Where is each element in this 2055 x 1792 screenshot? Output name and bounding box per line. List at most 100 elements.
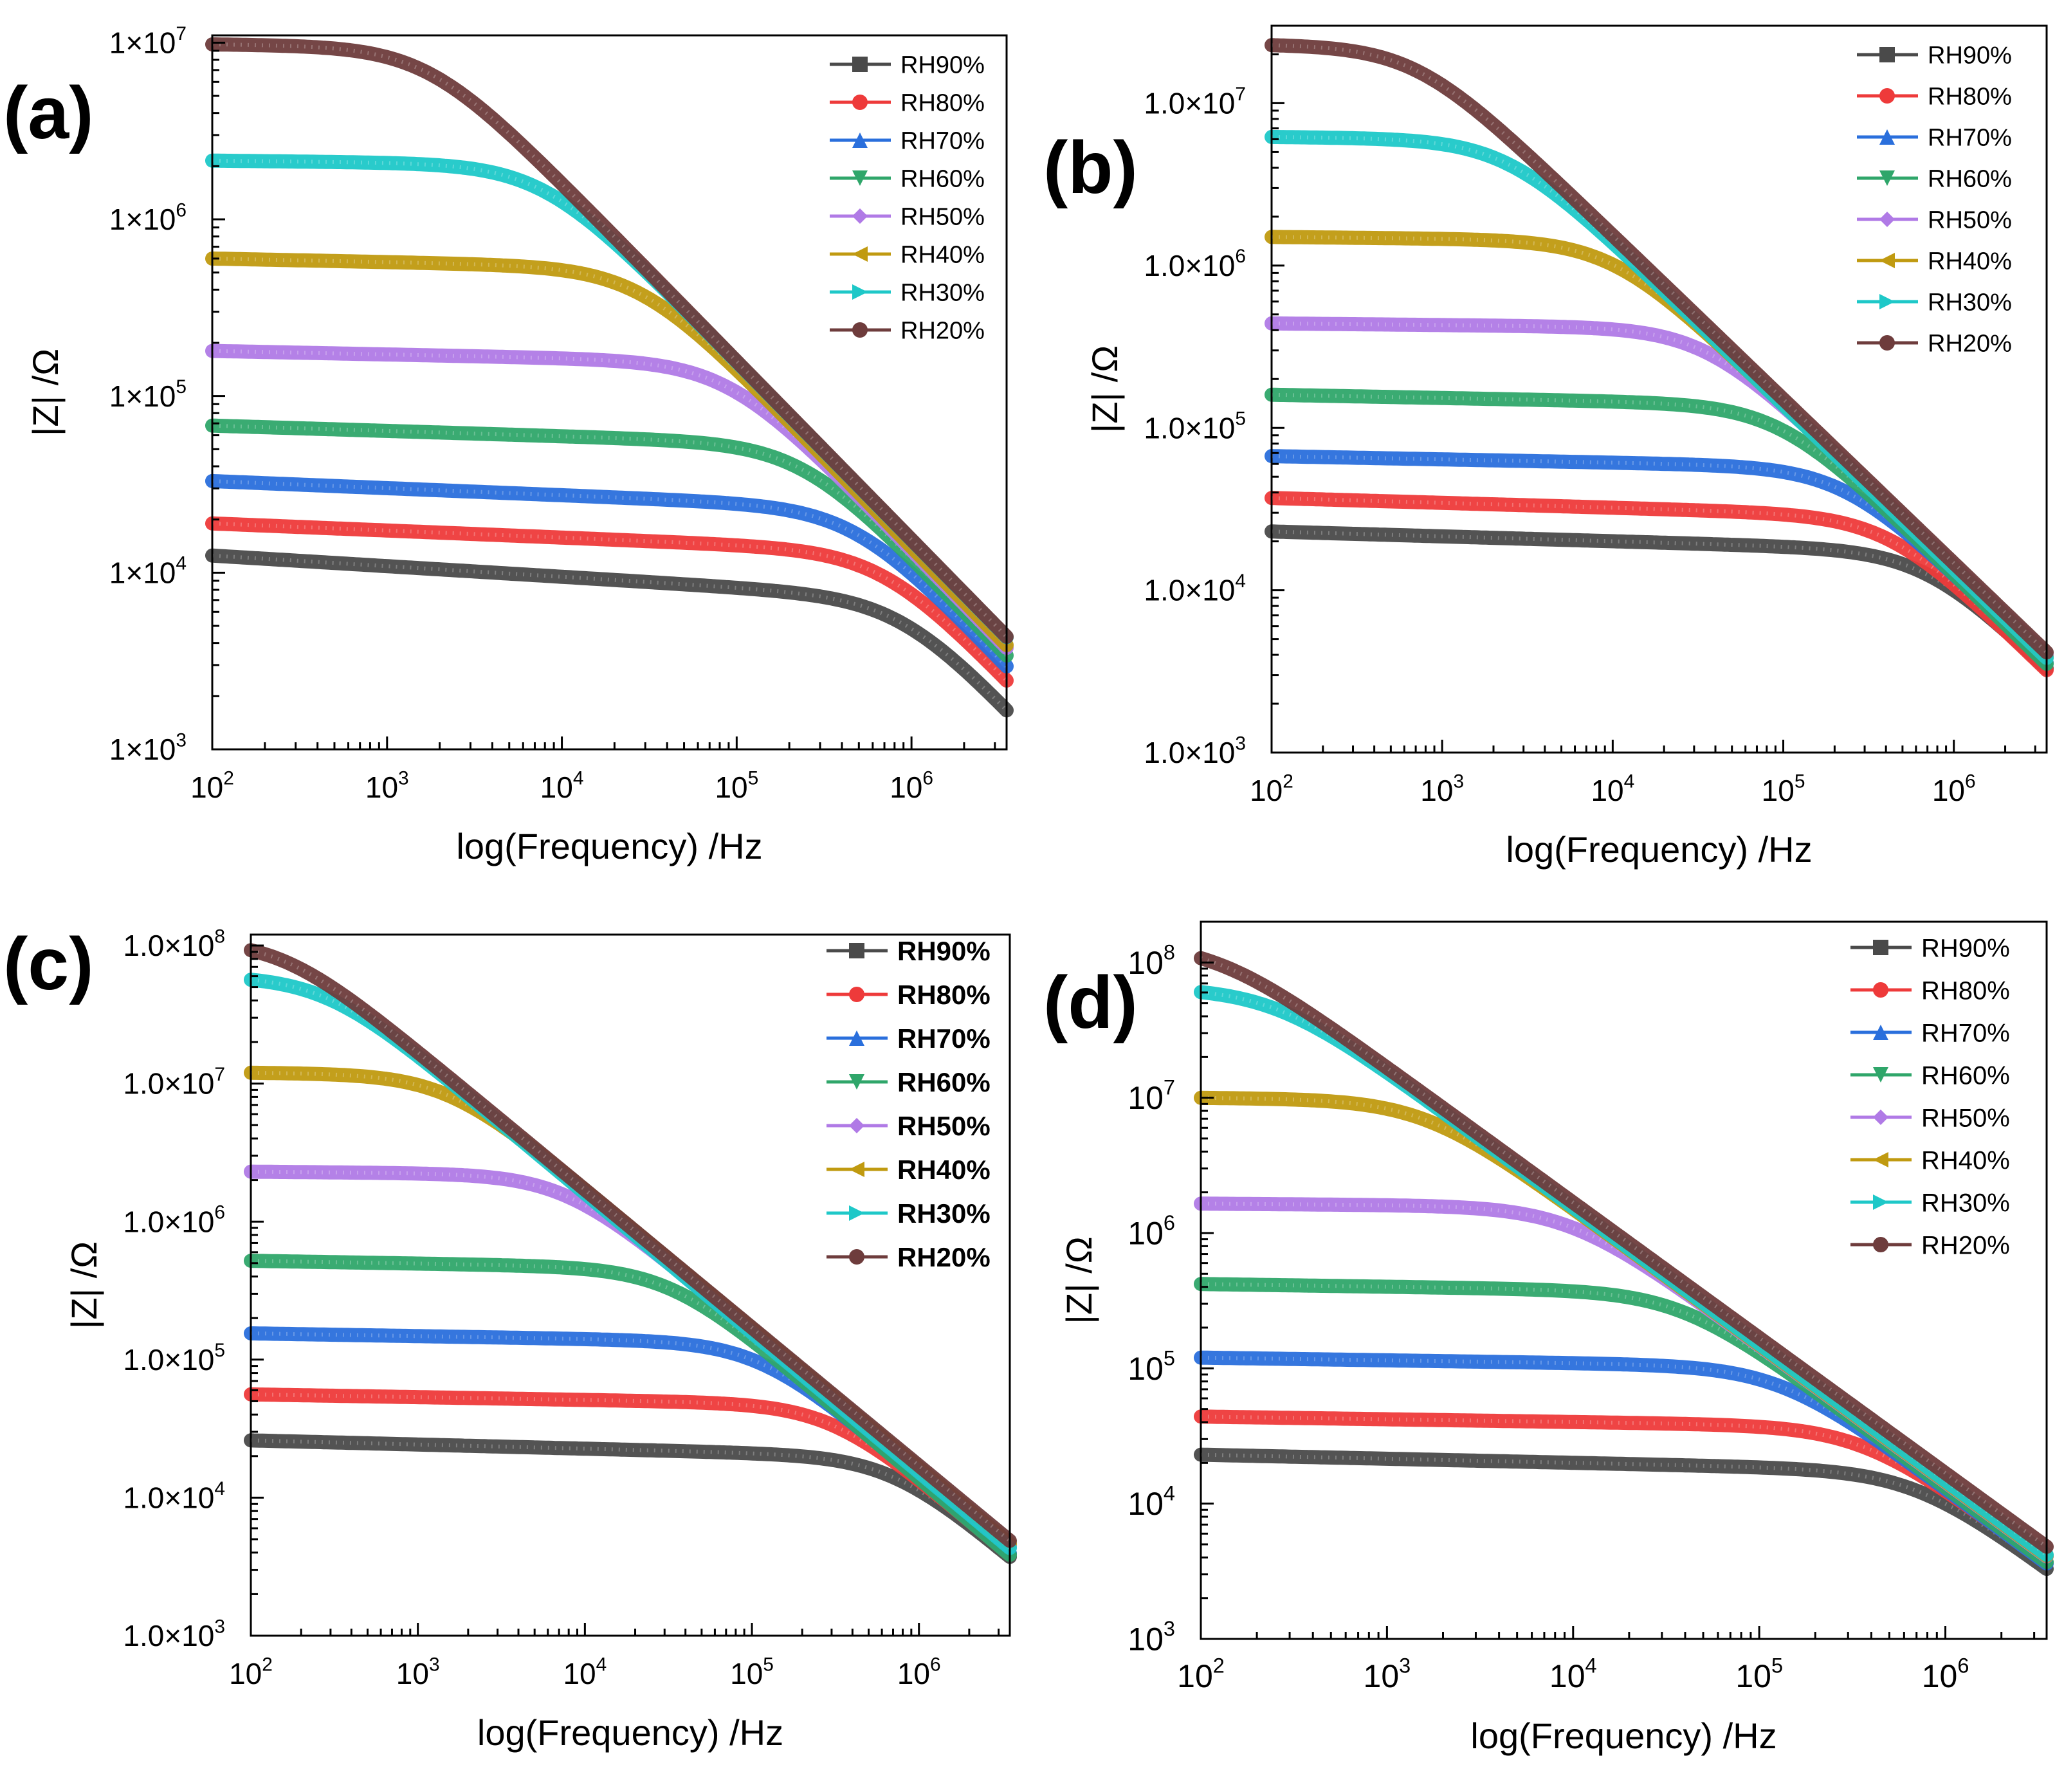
x-tick-label-a: 102 <box>190 767 234 804</box>
series-line-c-RH20 <box>244 943 1017 1548</box>
x-tick-label-b: 106 <box>1932 771 1976 807</box>
series-line-b-RH20 <box>1265 38 2054 660</box>
legend-label-c-RH20: RH20% <box>897 1242 991 1272</box>
legend-label-a-RH50: RH50% <box>900 204 985 231</box>
y-tick-label-a: 1×106 <box>109 199 187 236</box>
series-line-a-RH60 <box>205 418 1014 663</box>
y-axis-title-a: |Z| /Ω <box>25 349 66 436</box>
series-texture-b-RH20 <box>1271 43 2049 654</box>
y-tick-label-d: 108 <box>1128 940 1175 981</box>
x-tick-label-a: 103 <box>365 767 409 804</box>
legend-label-a-RH30: RH30% <box>900 280 985 307</box>
series-line-b-RH80 <box>1265 491 2054 677</box>
series-texture-a-RH90 <box>212 553 1009 712</box>
legend-marker-d-RH70-icon <box>1873 1025 1888 1040</box>
panel-d: (d) 102 103 104 105 106 103 104 105 106 107 108 log(… <box>1027 896 2054 1792</box>
x-axis-title-b: log(Frequency) /Hz <box>1506 829 1812 870</box>
x-axis-title-d: log(Frequency) /Hz <box>1470 1715 1776 1756</box>
series-line-a-RH40 <box>205 251 1014 652</box>
panel-label-a: (a) <box>3 72 94 154</box>
y-tick-label-c: 1.0×107 <box>123 1064 225 1101</box>
y-tick-label-d: 107 <box>1128 1076 1175 1117</box>
legend-marker-a-RH40-icon <box>852 246 868 262</box>
legend-marker-c-RH20-icon <box>849 1249 864 1265</box>
legend-label-d-RH20: RH20% <box>1921 1231 2010 1259</box>
plot-frame-b <box>1270 24 2048 754</box>
x-tick-label-b: 104 <box>1591 771 1634 807</box>
y-tick-label-c: 1.0×105 <box>123 1340 225 1376</box>
legend-marker-a-RH30-icon <box>852 284 868 300</box>
x-tick-label-b: 102 <box>1250 771 1293 807</box>
legend-label-d-RH60: RH60% <box>1921 1061 2010 1090</box>
legend-marker-d-RH40-icon <box>1873 1152 1888 1167</box>
legend-marker-a-RH90-icon <box>852 57 868 72</box>
y-tick-label-d: 105 <box>1128 1346 1175 1387</box>
y-tick-label-c: 1.0×108 <box>123 926 225 962</box>
series-line-b-RH90 <box>1265 524 2054 676</box>
legend-marker-b-RH60-icon <box>1879 170 1895 186</box>
legend-label-d-RH40: RH40% <box>1921 1146 2010 1175</box>
legend-marker-c-RH30-icon <box>849 1205 864 1221</box>
legend-marker-a-RH70-icon <box>852 133 868 148</box>
series-group-b <box>1265 38 2054 677</box>
x-axis-title-a: log(Frequency) /Hz <box>456 826 762 866</box>
legend-marker-c-RH60-icon <box>849 1074 864 1090</box>
legend-marker-c-RH70-icon <box>849 1030 864 1046</box>
series-line-b-RH50 <box>1265 316 2054 663</box>
legend-marker-d-RH60-icon <box>1873 1067 1888 1083</box>
series-line-a-RH80 <box>205 516 1014 688</box>
legend-label-b-RH70: RH70% <box>1928 125 2012 152</box>
x-tick-label-a: 106 <box>890 767 933 804</box>
legend-label-d-RH70: RH70% <box>1921 1019 2010 1047</box>
legend-label-d-RH50: RH50% <box>1921 1104 2010 1132</box>
y-tick-label-c: 1.0×106 <box>123 1202 225 1239</box>
x-tick-label-b: 103 <box>1420 771 1464 807</box>
panel-b: (b) 102 103 104 105 106 1.0×103 1.0×104 1.0×105 1… <box>1027 0 2054 896</box>
plot-frame-d <box>1200 920 2048 1640</box>
x-tick-label-c: 106 <box>897 1654 941 1690</box>
legend-marker-d-RH90-icon <box>1873 940 1888 955</box>
legend-label-c-RH30: RH30% <box>897 1198 991 1229</box>
legend-marker-d-RH80-icon <box>1873 982 1888 998</box>
x-tick-label-a: 105 <box>715 767 758 804</box>
legend-label-c-RH50: RH50% <box>897 1111 991 1141</box>
series-group-c <box>244 943 1017 1564</box>
x-tick-label-c: 104 <box>563 1654 607 1690</box>
legend-label-b-RH50: RH50% <box>1928 207 2012 234</box>
series-group-d <box>1194 951 2054 1577</box>
y-tick-label-a: 1×105 <box>109 376 187 413</box>
y-tick-label-b: 1.0×104 <box>1144 571 1246 607</box>
plot-frame-c <box>250 933 1011 1637</box>
series-line-a-RH20 <box>205 37 1014 644</box>
legend-label-b-RH90: RH90% <box>1928 42 2012 69</box>
series-group-a <box>205 37 1014 718</box>
series-texture-a-RH60 <box>212 423 1009 657</box>
legend-a: RH90% RH80% RH70% RH60% RH50% RH40% RH30% RH20% <box>830 52 985 345</box>
x-tick-label-b: 105 <box>1762 771 1805 807</box>
panel-label-c: (c) <box>3 923 94 1005</box>
legend-d: RH90% RH80% RH70% RH60% RH50% RH40% RH30% RH20% <box>1850 934 2010 1259</box>
legend-marker-b-RH70-icon <box>1879 129 1895 145</box>
chart-a-svg: (a) 102 103 104 105 106 1×103 1×104 1×105 1×106 1×… <box>3 23 1014 866</box>
legend-label-d-RH30: RH30% <box>1921 1189 2010 1217</box>
series-line-d-RH50 <box>1194 1196 2054 1564</box>
legend-label-b-RH20: RH20% <box>1928 331 2012 358</box>
series-texture-b-RH50 <box>1271 321 2049 657</box>
y-tick-label-b: 1.0×106 <box>1144 246 1246 282</box>
legend-label-a-RH80: RH80% <box>900 90 985 117</box>
y-tick-label-a: 1×104 <box>109 553 187 590</box>
series-line-a-RH90 <box>205 548 1014 718</box>
legend-marker-b-RH90-icon <box>1879 47 1895 62</box>
legend-marker-b-RH20-icon <box>1879 335 1895 351</box>
legend-label-c-RH40: RH40% <box>897 1155 991 1185</box>
panel-c: (c) 102 103 104 105 106 1.0×103 1.0×104 1.0×105 1… <box>0 896 1027 1792</box>
legend-label-d-RH80: RH80% <box>1921 976 2010 1005</box>
chart-b-svg: (b) 102 103 104 105 106 1.0×103 1.0×104 1.0×105 1… <box>1043 24 2054 870</box>
legend-label-a-RH20: RH20% <box>900 318 985 345</box>
legend-marker-c-RH90-icon <box>849 943 864 958</box>
legend-marker-c-RH50-icon <box>849 1118 864 1133</box>
series-line-c-RH90 <box>244 1433 1017 1564</box>
legend-c: RH90% RH80% RH70% RH60% RH50% RH40% RH30% RH20% <box>827 936 991 1272</box>
plot-frame-a <box>211 34 1008 751</box>
